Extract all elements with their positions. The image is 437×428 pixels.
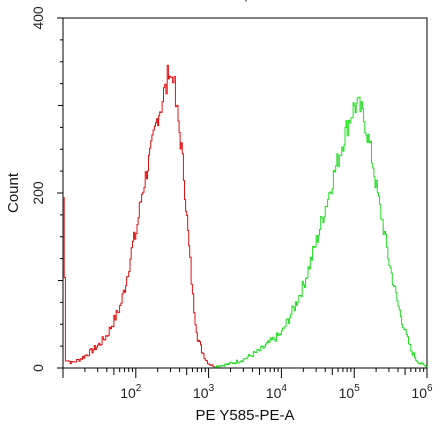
histogram-series-2 [214, 96, 428, 368]
y-tick-label: 400 [30, 6, 46, 30]
y-tick-label: 200 [30, 181, 46, 205]
histogram-series-1 [63, 64, 215, 368]
x-tick-label: 104 [266, 383, 288, 401]
y-tick-label: 0 [30, 364, 46, 372]
top-mark: ' [245, 0, 248, 11]
plot-area [62, 17, 428, 369]
x-tick-label: 106 [411, 383, 433, 401]
x-axis: 102 103 104 105 106 [62, 368, 433, 401]
x-axis-title: PE Y585-PE-A [196, 407, 295, 424]
series-layer [63, 64, 428, 368]
x-tick-label: 105 [339, 383, 361, 401]
y-axis: 0 200 400 [30, 6, 63, 372]
x-tick-label: 103 [193, 383, 215, 401]
y-axis-title: Count [5, 172, 22, 213]
x-tick-label: 102 [120, 383, 142, 401]
